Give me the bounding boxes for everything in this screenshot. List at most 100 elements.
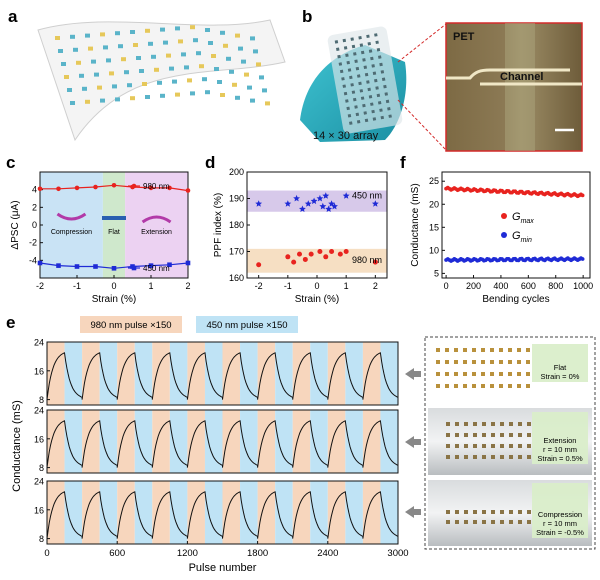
array-unit xyxy=(445,372,449,376)
pulse-band-980 xyxy=(47,342,65,405)
array-unit xyxy=(342,84,346,88)
array-unit xyxy=(375,86,379,90)
device-unit xyxy=(160,93,165,98)
device-unit xyxy=(79,73,84,78)
device-unit xyxy=(58,49,63,53)
array-unit xyxy=(500,422,504,426)
array-unit xyxy=(343,46,348,50)
array-unit xyxy=(364,72,369,77)
y-tick-label: 16 xyxy=(34,434,44,444)
array-unit xyxy=(446,433,450,437)
array-unit xyxy=(334,40,339,44)
array-unit xyxy=(527,422,531,426)
array-unit xyxy=(500,433,504,437)
device-unit xyxy=(112,84,117,89)
conductance-trace xyxy=(46,420,399,468)
pulse-band-450 xyxy=(310,481,328,544)
array-unit xyxy=(518,433,522,437)
device-unit xyxy=(259,75,264,80)
array-unit xyxy=(472,360,476,364)
device-unit xyxy=(103,45,108,50)
array-unit xyxy=(472,348,476,352)
device-unit xyxy=(229,69,234,74)
array-unit xyxy=(482,433,486,437)
legend-marker xyxy=(131,265,137,271)
array-unit xyxy=(445,348,449,352)
array-unit xyxy=(353,52,357,56)
array-unit xyxy=(362,58,366,62)
device-unit xyxy=(250,36,255,41)
pulse-band-450 xyxy=(169,342,188,405)
y-tick-label: 8 xyxy=(39,534,44,544)
array-unit xyxy=(360,50,365,55)
array-unit xyxy=(380,70,385,74)
array-unit xyxy=(347,68,352,72)
device-unit xyxy=(100,98,105,103)
array-unit xyxy=(445,360,449,364)
data-point xyxy=(316,194,324,202)
data-point xyxy=(111,265,117,271)
pulse-band-450 xyxy=(380,481,398,544)
pulse-band-450 xyxy=(204,342,223,405)
array-unit xyxy=(499,348,503,352)
array-unit xyxy=(355,66,360,71)
array-unit xyxy=(464,510,468,514)
array-unit xyxy=(367,41,372,46)
device-unit xyxy=(241,59,246,64)
y-tick-label: 16 xyxy=(34,505,44,515)
array-unit xyxy=(363,111,367,115)
array-unit xyxy=(464,444,468,448)
flat-device-icon xyxy=(102,216,126,220)
bent-device-icon xyxy=(141,215,172,224)
pulse-band-980 xyxy=(362,410,381,473)
array-unit xyxy=(370,56,374,61)
array-unit xyxy=(463,384,467,388)
data-point xyxy=(580,257,585,261)
device-unit xyxy=(205,28,210,32)
y-tick-label: 20 xyxy=(429,199,439,209)
data-point xyxy=(148,263,154,268)
device-unit xyxy=(175,92,180,97)
y-axis-label: ΔPSC (μA) xyxy=(10,200,21,249)
device-unit xyxy=(55,36,60,40)
row-arrows xyxy=(405,368,421,518)
device-unit xyxy=(172,79,177,84)
array-unit xyxy=(351,44,356,49)
legend-swatch xyxy=(80,316,182,333)
transparent-array xyxy=(327,26,403,134)
pulse-band-450 xyxy=(64,481,83,544)
condition-legend-box xyxy=(532,412,588,464)
condition-label: Flat xyxy=(554,363,567,372)
pulse-band-980 xyxy=(222,410,241,473)
data-point xyxy=(328,200,335,207)
x-tick-label: 600 xyxy=(521,281,536,291)
data-point xyxy=(331,202,338,210)
condition-label: r = 10 mm xyxy=(543,445,577,454)
array-unit xyxy=(517,372,521,376)
array-unit xyxy=(527,433,531,437)
device-unit xyxy=(250,98,255,103)
flexible-device-illustration xyxy=(37,19,286,142)
bent-device-icon xyxy=(56,212,87,221)
array-unit xyxy=(379,108,383,112)
x-axis-label: Strain (%) xyxy=(92,294,136,305)
data-point xyxy=(310,197,318,205)
array-unit xyxy=(350,83,354,87)
pulse-band-450 xyxy=(99,481,118,544)
x-tick-label: 2 xyxy=(185,281,190,291)
array-unit xyxy=(482,422,486,426)
y-tick-label: 200 xyxy=(229,167,244,177)
condition-label: Extension xyxy=(544,436,577,445)
array-unit xyxy=(518,520,522,524)
device-unit xyxy=(208,41,213,45)
array-unit xyxy=(490,360,494,364)
array-unit xyxy=(509,433,513,437)
strain-region xyxy=(102,172,126,278)
data-point xyxy=(372,259,378,265)
array-unit xyxy=(351,90,356,94)
device-unit xyxy=(256,62,261,67)
array-unit xyxy=(364,118,369,123)
array-unit xyxy=(463,360,467,364)
y-tick-label: -4 xyxy=(29,255,37,265)
array-unit xyxy=(491,433,495,437)
